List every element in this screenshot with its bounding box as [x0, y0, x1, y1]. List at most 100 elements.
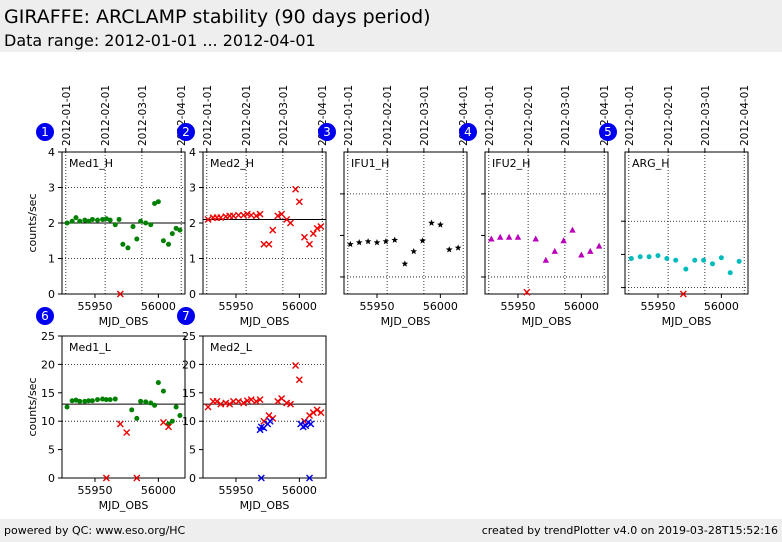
- date-tick-label: 2012-03-01: [419, 85, 431, 146]
- data-point: [130, 224, 136, 230]
- data-point: [292, 185, 300, 193]
- data-point: [637, 254, 643, 260]
- data-point: [217, 400, 225, 408]
- data-point: [82, 217, 88, 223]
- data-point: [718, 255, 724, 261]
- panel-number-badge: [599, 123, 617, 141]
- data-point: [274, 212, 282, 220]
- y-tick-label: 4: [189, 146, 196, 159]
- panel-1: 2012-01-01 2012-02-01 2012-03-01 2012-04-01…: [26, 85, 188, 328]
- data-point: [112, 222, 118, 228]
- panel-4: 2012-01-01 2012-02-01 2012-03-01 2012-04-01…: [459, 85, 611, 328]
- data-point: [709, 261, 715, 267]
- panel-number-badge: [36, 123, 54, 141]
- date-tick-label: 2012-02-01: [100, 85, 112, 146]
- data-point: [560, 237, 567, 244]
- data-point: [69, 218, 75, 224]
- data-point: [133, 474, 141, 482]
- data-point: [77, 398, 83, 404]
- y-tick-label: 1: [189, 253, 196, 266]
- data-point: [173, 404, 179, 410]
- data-point: [505, 233, 513, 240]
- data-point: [410, 247, 418, 255]
- data-point: [69, 398, 75, 404]
- data-point: [454, 244, 462, 251]
- footer: powered by QC: www.eso.org/HC created by…: [0, 519, 782, 542]
- y-tick-label: 5: [189, 444, 196, 457]
- data-point: [102, 474, 110, 482]
- data-point: [143, 399, 149, 405]
- page-subtitle: Data range: 2012-01-01 ... 2012-04-01: [4, 31, 316, 50]
- x-tick-label: 55950: [500, 300, 535, 313]
- data-point: [86, 398, 92, 404]
- data-point: [152, 200, 158, 206]
- plot-frame: [343, 151, 468, 295]
- data-point: [165, 423, 173, 431]
- data-point: [256, 396, 264, 404]
- data-point: [306, 474, 314, 482]
- data-point: [260, 240, 268, 248]
- plot-frame: [202, 151, 327, 295]
- data-point: [82, 398, 88, 404]
- data-point: [166, 241, 172, 247]
- data-point: [95, 397, 101, 403]
- data-point: [382, 237, 390, 245]
- data-point: [269, 226, 277, 234]
- data-point: [229, 397, 237, 405]
- data-point: [77, 218, 83, 224]
- data-point: [138, 218, 144, 224]
- panel-number-badge: [36, 307, 54, 325]
- data-point: [103, 397, 109, 403]
- y-tick-label: 3: [189, 182, 196, 195]
- date-tick-label: 2012-03-01: [700, 85, 712, 146]
- data-point: [532, 235, 539, 242]
- panel-5: 2012-01-01 2012-02-01 2012-03-01 2012-04-01…: [599, 85, 751, 328]
- x-tick-label: 56000: [282, 484, 317, 497]
- panel-number-badge: [459, 123, 477, 141]
- data-point: [173, 225, 179, 231]
- y-tick-label: 2: [48, 217, 55, 230]
- panel-label: Med1_L: [69, 341, 112, 354]
- x-axis-label: MJD_OBS: [240, 315, 290, 328]
- y-tick-label: 0: [48, 288, 55, 301]
- data-point: [107, 397, 113, 403]
- panel-label: Med2_H: [210, 157, 254, 170]
- y-tick-label: 4: [48, 146, 55, 159]
- plot-frame: [484, 151, 609, 295]
- y-tick-label: 25: [41, 330, 55, 343]
- data-point: [100, 216, 106, 222]
- data-point: [116, 290, 124, 298]
- panel-number: 4: [464, 125, 472, 139]
- y-tick-label: 0: [189, 288, 196, 301]
- data-point: [287, 219, 294, 227]
- y-tick-label: 20: [182, 358, 196, 371]
- data-point: [177, 413, 183, 419]
- data-point: [307, 420, 315, 428]
- data-point: [265, 240, 273, 248]
- plot-frame: [61, 151, 186, 295]
- panel-number: 1: [41, 125, 49, 139]
- y-tick-label: 15: [41, 387, 55, 400]
- data-point: [313, 224, 321, 232]
- x-tick-label: 56000: [141, 484, 176, 497]
- date-tick-label: 2012-01-01: [202, 85, 214, 146]
- data-point: [247, 396, 255, 404]
- x-tick-label: 55950: [77, 300, 112, 313]
- data-point: [152, 402, 158, 408]
- data-point: [204, 403, 212, 411]
- y-tick-label: 20: [41, 358, 55, 371]
- data-point: [169, 231, 175, 237]
- x-tick-label: 56000: [423, 300, 458, 313]
- data-point: [628, 256, 634, 261]
- y-tick-label: 0: [48, 472, 55, 485]
- panel-number-badge: [177, 307, 195, 325]
- data-point: [95, 217, 101, 223]
- panel-number: 5: [604, 125, 612, 139]
- data-point: [673, 257, 679, 263]
- data-point: [204, 215, 212, 223]
- data-point: [64, 404, 70, 410]
- chart-grid: 2012-01-01 2012-02-01 2012-03-01 2012-04-01…: [26, 85, 751, 512]
- data-point: [148, 400, 154, 406]
- data-point: [317, 409, 325, 417]
- data-point: [235, 397, 242, 405]
